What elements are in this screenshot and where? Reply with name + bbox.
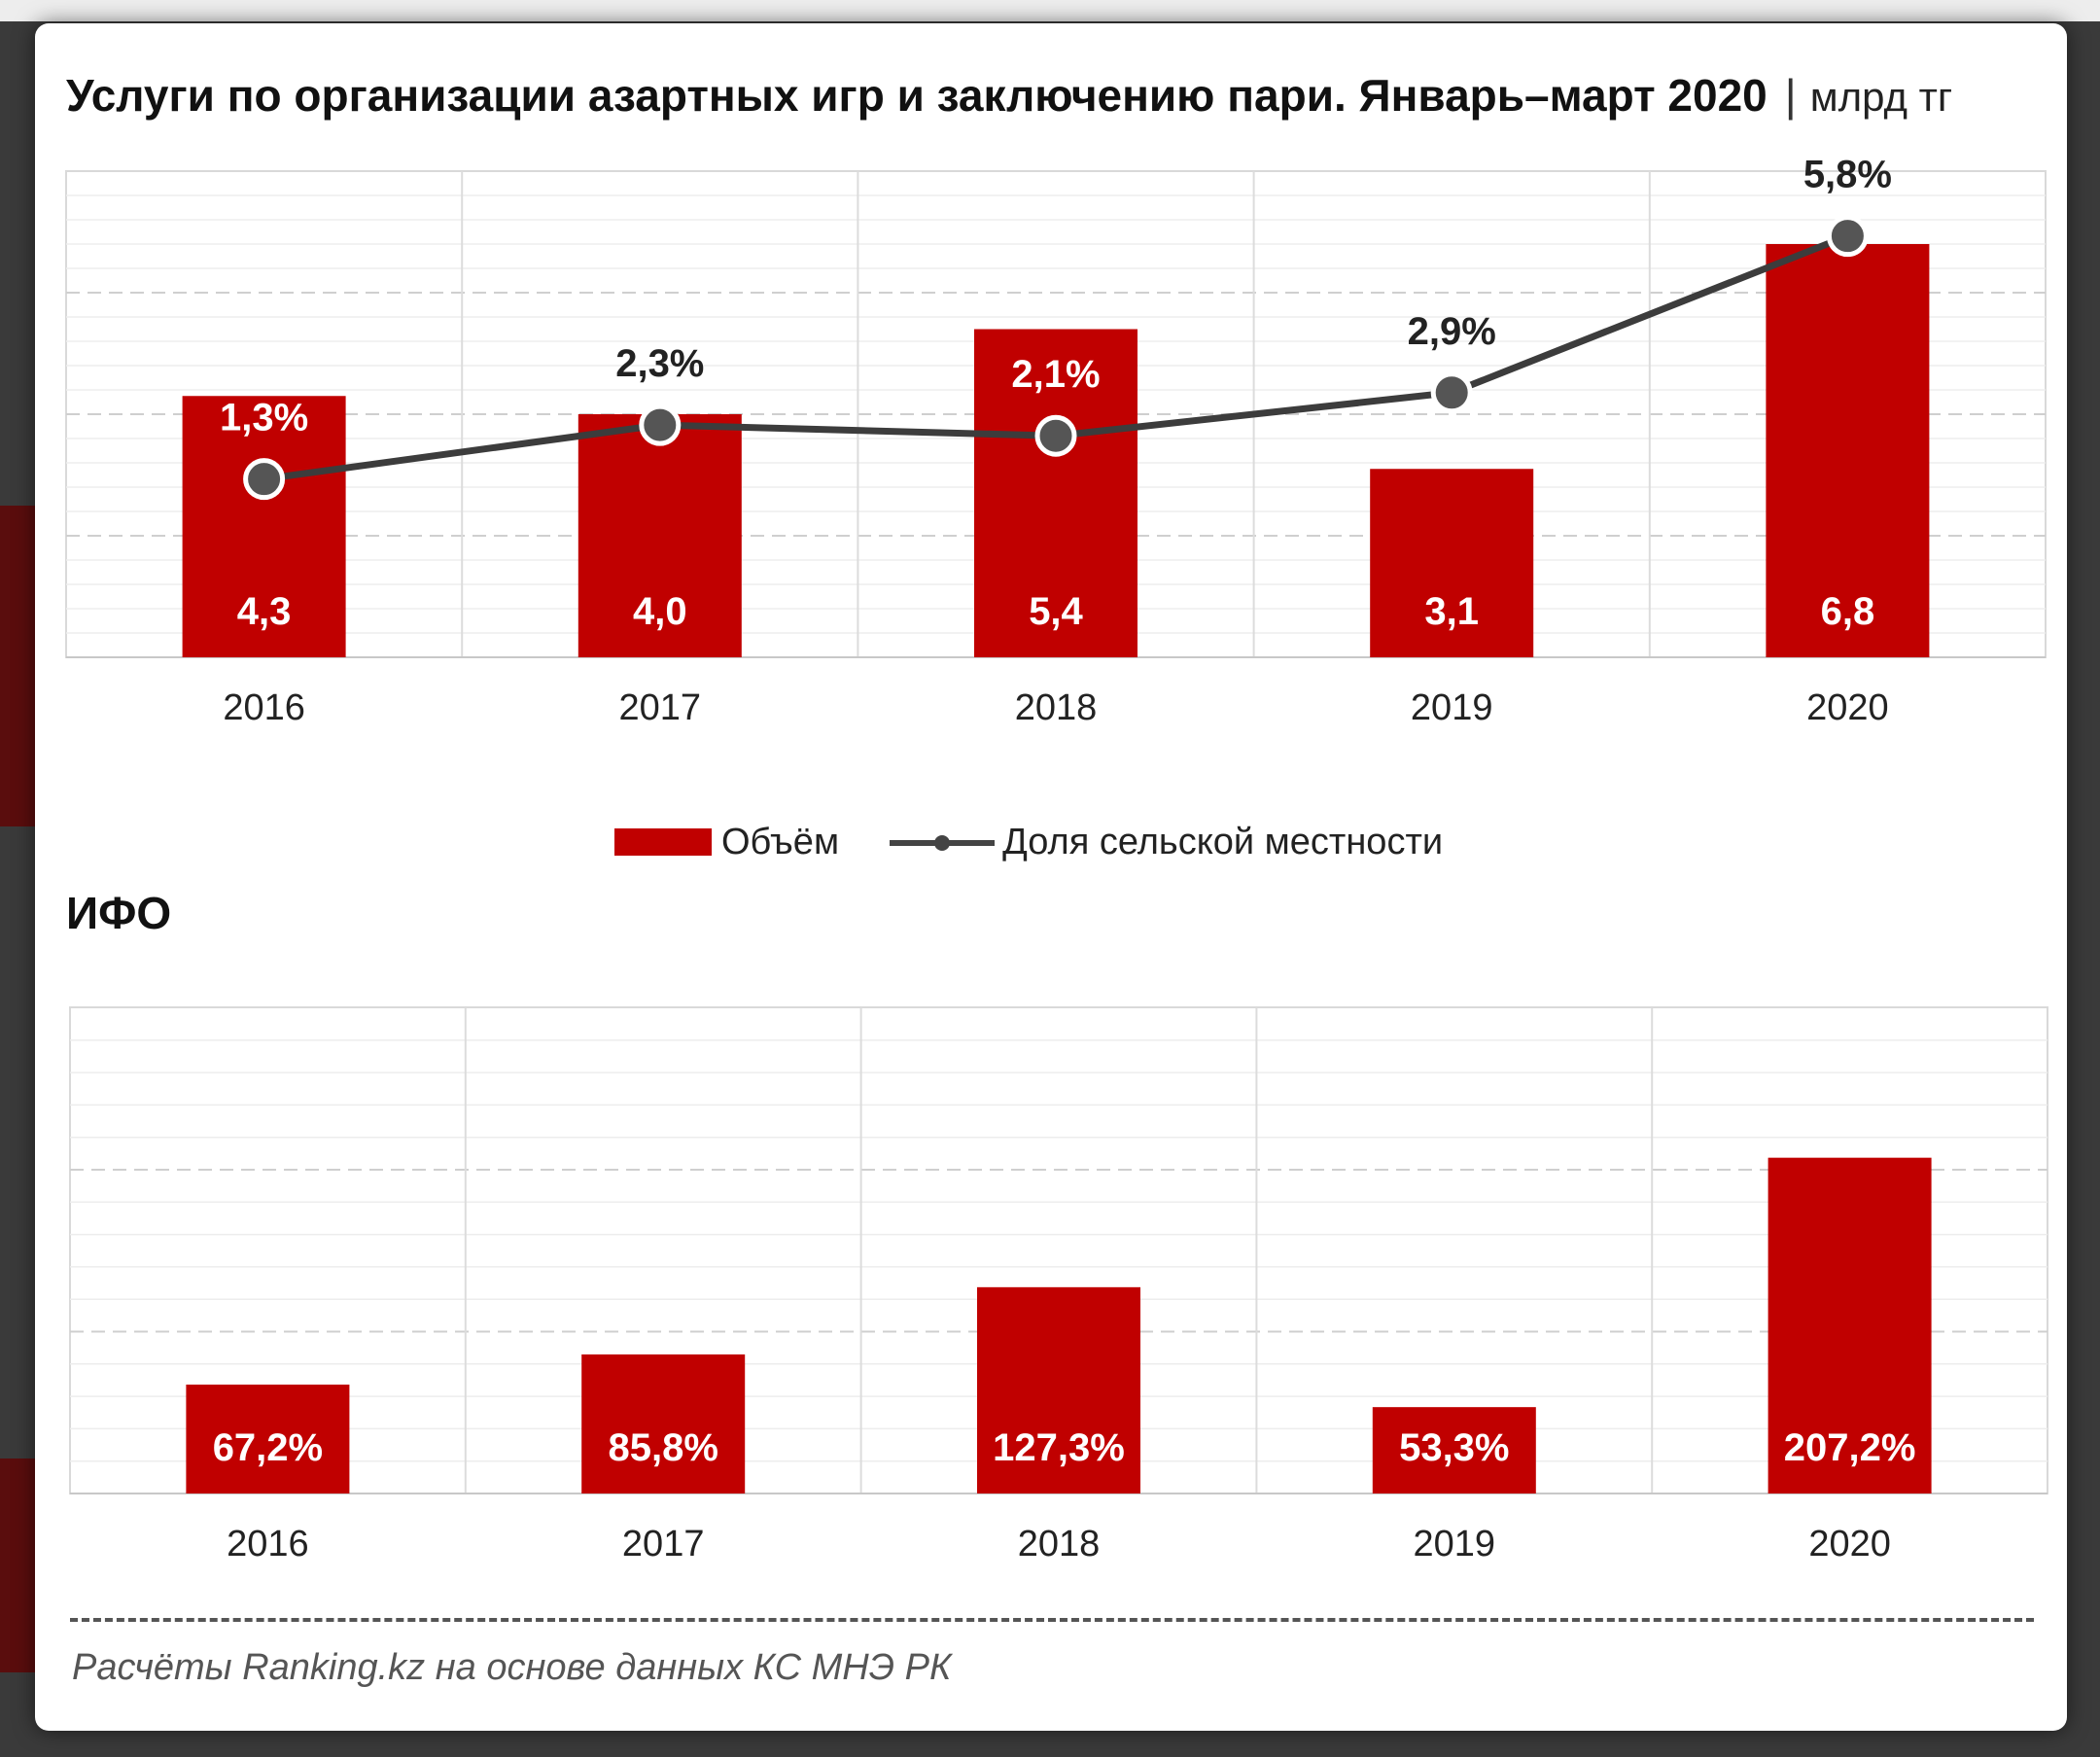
bar xyxy=(1768,1157,1932,1493)
line-marker xyxy=(639,404,682,446)
line-value-label: 2,3% xyxy=(615,342,704,385)
bar-value-label: 53,3% xyxy=(1399,1426,1509,1469)
bar xyxy=(1370,469,1534,657)
x-tick-label: 2017 xyxy=(619,687,702,728)
bar xyxy=(1766,244,1930,657)
bar-value-label: 6,8 xyxy=(1821,590,1875,633)
x-tick-label: 2020 xyxy=(1808,1524,1891,1564)
background-block xyxy=(0,1458,35,1672)
line-value-label: 5,8% xyxy=(1803,154,1892,196)
line-marker xyxy=(243,458,286,501)
line-marker xyxy=(1826,215,1869,258)
line-value-label: 2,9% xyxy=(1408,310,1496,353)
bottom-chart: 67,2% 2016 85,8% 2017 127,3% 2018 53,3% 2019 207… xyxy=(69,1006,2048,1564)
legend-bar-label: Объём xyxy=(721,821,840,862)
bar-value-label: 4,3 xyxy=(237,590,292,633)
bar xyxy=(186,1385,350,1493)
x-tick-label: 2016 xyxy=(227,1524,309,1564)
legend-line-label: Доля сельской местности xyxy=(1002,821,1444,862)
chart-unit: млрд тг xyxy=(1809,74,1953,120)
footer-divider xyxy=(70,1618,2034,1622)
top-chart: 4,3 2016 4,0 2017 5,4 2018 3,1 2019 6,8 2020 1,3% 2… xyxy=(65,154,2047,728)
bar-value-label: 5,4 xyxy=(1029,590,1083,633)
line-marker xyxy=(1430,371,1473,414)
x-tick-label: 2020 xyxy=(1806,687,1889,728)
subtitle-ifo: ИФО xyxy=(66,888,172,938)
title-separator: | xyxy=(1784,70,1797,121)
chart-title: Услуги по организации азартных игр и зак… xyxy=(66,47,1952,144)
legend: Объём Доля сельской местности xyxy=(614,813,1443,871)
line-marker xyxy=(1034,414,1077,457)
source-note: Расчёты Ranking.kz на основе данных КС М… xyxy=(72,1647,952,1688)
bar xyxy=(1372,1407,1536,1493)
line-value-label: 2,1% xyxy=(1011,353,1100,396)
bar xyxy=(974,329,1138,657)
bar-value-label: 4,0 xyxy=(633,590,687,633)
x-tick-label: 2018 xyxy=(1018,1524,1101,1564)
x-tick-label: 2019 xyxy=(1414,1524,1496,1564)
x-tick-label: 2017 xyxy=(622,1524,705,1564)
bar-value-label: 207,2% xyxy=(1784,1426,1916,1469)
bar-value-label: 67,2% xyxy=(213,1426,323,1469)
line-value-label: 1,3% xyxy=(220,397,308,439)
chart-card: Услуги по организации азартных игр и зак… xyxy=(35,23,2067,1731)
bar-value-label: 3,1 xyxy=(1424,590,1479,633)
bar xyxy=(182,396,346,657)
x-tick-label: 2016 xyxy=(223,687,305,728)
legend-line-swatch xyxy=(890,828,996,856)
background-block xyxy=(0,506,35,826)
bar xyxy=(578,414,742,657)
bar-value-label: 85,8% xyxy=(608,1426,718,1469)
legend-bar-swatch xyxy=(614,828,712,856)
bar-value-label: 127,3% xyxy=(993,1426,1125,1469)
bar xyxy=(581,1354,746,1493)
bar xyxy=(977,1286,1140,1493)
x-tick-label: 2018 xyxy=(1015,687,1098,728)
x-tick-label: 2019 xyxy=(1411,687,1493,728)
chart-title-text: Услуги по организации азартных игр и зак… xyxy=(66,70,1768,121)
background-strip xyxy=(0,0,2100,21)
